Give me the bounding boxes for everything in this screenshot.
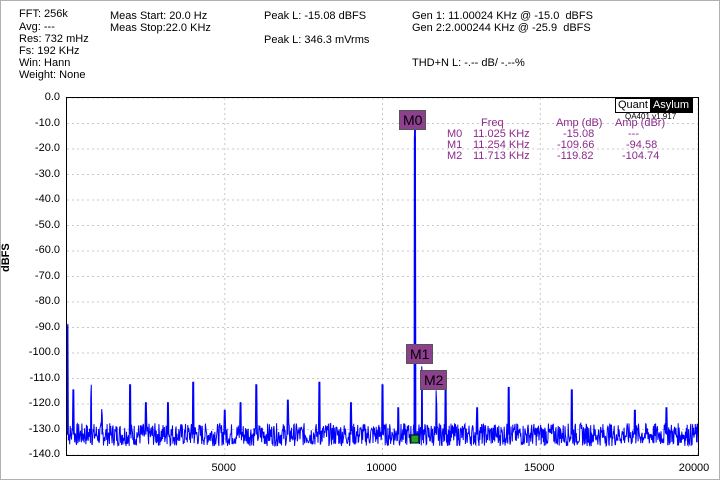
spectrum-svg: [66, 97, 699, 456]
y-tick-label: -10.0: [34, 116, 60, 129]
y-tick-label: -140.0: [28, 448, 60, 460]
marker-table-row-name: M2: [447, 150, 463, 162]
y-tick-label: -130.0: [28, 422, 60, 435]
averaging: Avg: ---: [19, 21, 55, 33]
marker-m1-label[interactable]: M1: [406, 344, 434, 364]
y-tick-label: -90.0: [34, 320, 60, 333]
generator-2: Gen 2:2.000244 KHz @ -25.9 dBFS: [412, 22, 591, 34]
x-tick-label: 20000: [678, 462, 710, 474]
marker-m2-label[interactable]: M2: [420, 370, 448, 390]
logo-right: Asylum: [649, 99, 693, 112]
logo-left: Quant: [616, 99, 650, 112]
marker-table-row-freq: 11.713 KHz: [473, 150, 530, 162]
meas-start: Meas Start: 20.0 Hz: [110, 10, 208, 22]
y-tick-label: -70.0: [34, 269, 60, 282]
marker-table-header-freq: Freq: [481, 117, 504, 129]
quantasylum-logo: Quant Asylum: [615, 98, 694, 113]
y-tick-label: -120.0: [28, 397, 60, 409]
marker-table-row-amp-dbr: -94.58: [626, 139, 658, 151]
y-tick-label: -80.0: [34, 295, 60, 307]
y-tick-label: 0.0: [44, 91, 60, 103]
marker-table-row-amp-dbr: -104.74: [622, 150, 660, 162]
y-tick-label: -110.0: [29, 371, 60, 384]
weighting: Weight: None: [19, 69, 86, 81]
y-tick-label: -40.0: [34, 193, 60, 205]
marker-table-row-freq: 11.025 KHz: [473, 128, 530, 140]
marker-m0-label[interactable]: M0: [399, 110, 427, 130]
marker-table-row-name: M1: [447, 139, 463, 151]
y-tick-label: -60.0: [34, 244, 60, 256]
marker-table-row-amp-db: -15.08: [563, 128, 595, 140]
y-axis-label: dBFS: [0, 243, 12, 272]
x-tick-label: 5000: [211, 462, 236, 474]
x-tick-label: 10000: [366, 462, 397, 474]
fft-size: FFT: 256k: [19, 8, 68, 20]
y-tick-label: -50.0: [34, 218, 60, 231]
generator-1: Gen 1: 11.00024 KHz @ -15.0 dBFS: [412, 10, 593, 22]
marker-table-header-amp-dbr: Amp (dBr): [615, 117, 666, 129]
marker-table-row-name: M0: [447, 128, 463, 140]
sample-rate: Fs: 192 KHz: [19, 45, 80, 57]
marker-anchor[interactable]: [410, 434, 420, 444]
marker-table-row-amp-db: -109.66: [557, 139, 595, 151]
peak-vrms: Peak L: 346.3 mVrms: [264, 34, 370, 46]
y-tick-label: -100.0: [28, 346, 60, 358]
window-type: Win: Hann: [19, 57, 71, 69]
y-tick-label: -30.0: [34, 167, 60, 180]
version-label: QA401 v1.917: [625, 112, 677, 121]
marker-table-row-amp-db: -119.82: [557, 150, 594, 162]
peak-dbfs: Peak L: -15.08 dBFS: [264, 10, 367, 22]
y-tick-label: -20.0: [34, 142, 60, 154]
marker-table-row-amp-dbr: ---: [628, 128, 639, 140]
resolution: Res: 732 mHz: [19, 33, 89, 45]
meas-stop: Meas Stop:22.0 KHz: [110, 22, 211, 34]
marker-table-header-amp-db: Amp (dB): [556, 117, 603, 129]
spectrum-plot[interactable]: [66, 97, 699, 456]
x-tick-label: 15000: [523, 462, 555, 474]
marker-table-row-freq: 11.254 KHz: [473, 139, 530, 151]
thd-n: THD+N L: -.-- dB/ -.--%: [412, 57, 525, 69]
